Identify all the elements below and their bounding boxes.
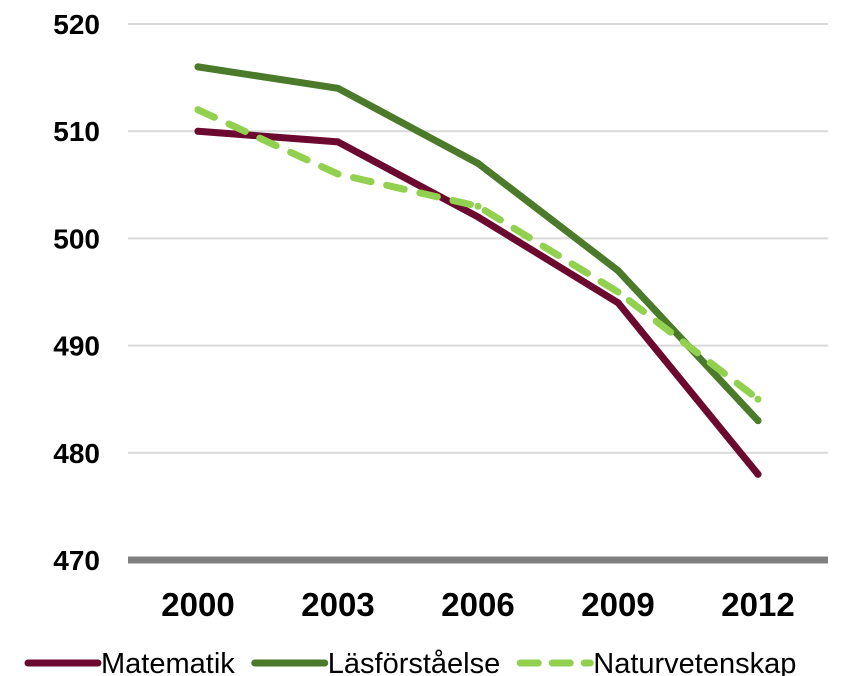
gridlines xyxy=(128,23,828,564)
y-tick-label: 470 xyxy=(53,545,100,576)
y-tick-label: 500 xyxy=(53,223,100,254)
data-point xyxy=(474,159,482,167)
data-point xyxy=(334,170,342,178)
legend-label: Läsförståelse xyxy=(328,648,501,676)
series-line-matematik xyxy=(194,127,762,478)
legend: Matematik Läsförståelse Naturvetenskap xyxy=(24,648,796,676)
y-tick-label: 480 xyxy=(53,438,100,469)
data-point xyxy=(194,63,202,71)
data-point xyxy=(754,417,762,425)
y-axis-tick-labels: 470 480 490 500 510 520 xyxy=(53,9,100,576)
data-point xyxy=(334,84,342,92)
legend-label: Matematik xyxy=(101,648,235,676)
y-tick-label: 520 xyxy=(53,9,100,40)
series-line-naturvetenskap xyxy=(194,106,762,403)
series-lines xyxy=(194,63,762,478)
data-point xyxy=(614,288,622,296)
x-tick-label: 2009 xyxy=(581,586,654,623)
data-point xyxy=(754,395,762,403)
data-point xyxy=(754,470,762,478)
data-point xyxy=(474,213,482,221)
data-point xyxy=(194,127,202,135)
x-tick-label: 2003 xyxy=(301,586,374,623)
x-tick-label: 2006 xyxy=(441,586,514,623)
x-tick-label: 2000 xyxy=(161,586,234,623)
x-axis-tick-labels: 2000 2003 2006 2009 2012 xyxy=(161,586,794,623)
y-tick-label: 510 xyxy=(53,116,100,147)
data-point xyxy=(334,138,342,146)
data-point xyxy=(474,202,482,210)
legend-label: Naturvetenskap xyxy=(593,648,796,676)
data-point xyxy=(614,299,622,307)
y-tick-label: 490 xyxy=(53,331,100,362)
x-tick-label: 2012 xyxy=(721,586,794,623)
data-point xyxy=(614,267,622,275)
data-point xyxy=(194,106,202,114)
